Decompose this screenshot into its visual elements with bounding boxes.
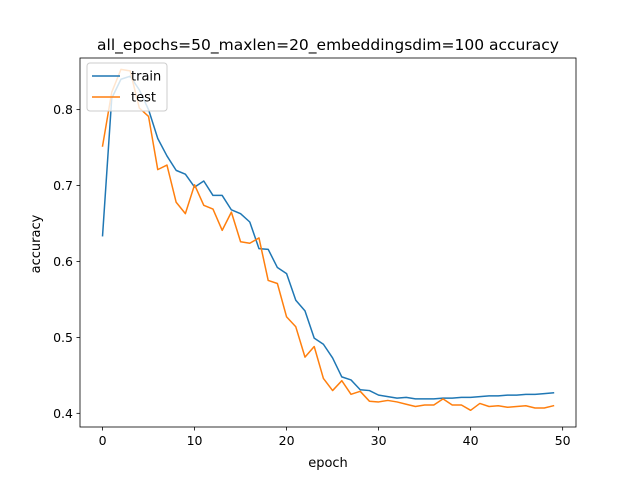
x-tick-label: 30	[371, 433, 387, 448]
legend-label-test: test	[131, 91, 156, 106]
chart-title: all_epochs=50_maxlen=20_embeddingsdim=10…	[97, 36, 559, 55]
series-line-test	[101, 68, 555, 412]
y-tick-label: 0.5	[53, 330, 73, 345]
series-layer	[101, 68, 555, 412]
x-tick-label: 50	[555, 433, 571, 448]
series-line-train	[101, 75, 555, 400]
x-tick-label: 10	[187, 433, 203, 448]
legend-label-train: train	[131, 70, 161, 85]
y-tick-label: 0.6	[53, 254, 73, 269]
y-tick-label: 0.4	[53, 406, 73, 421]
y-tick-label: 0.7	[53, 178, 73, 193]
y-axis-label: accuracy	[29, 214, 44, 273]
x-tick-label: 40	[463, 433, 479, 448]
x-axis-label: epoch	[308, 456, 348, 471]
x-tick-label: 20	[279, 433, 295, 448]
y-tick-label: 0.8	[53, 102, 73, 117]
axes-layer: 0 10 20 30 40 50 0.4 0.5 0.6 0.7 0.8	[53, 57, 577, 448]
axes-frame	[79, 57, 577, 428]
legend: train test	[86, 62, 168, 112]
x-tick-label: 0	[99, 433, 107, 448]
legend-box	[86, 62, 168, 112]
